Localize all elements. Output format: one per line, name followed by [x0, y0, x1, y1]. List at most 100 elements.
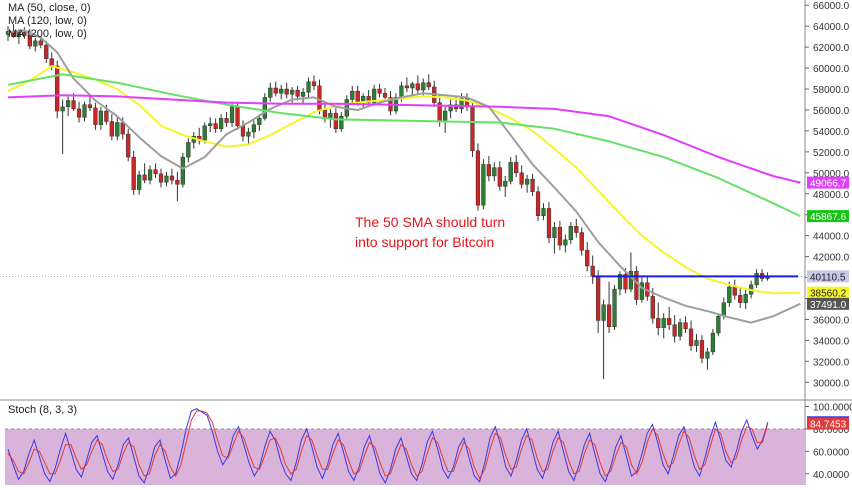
- candle-up: [481, 164, 486, 206]
- candle-down: [44, 44, 49, 59]
- price-tick-label: 56000.0: [813, 106, 850, 117]
- moving-average-line-2: [7, 73, 801, 218]
- price-tick-label: 36000.0: [813, 315, 850, 326]
- candle-up: [524, 178, 530, 185]
- candle-down: [475, 150, 481, 206]
- price-tick-label: 62000.0: [813, 43, 850, 54]
- candle-up: [601, 304, 606, 321]
- candle-up: [202, 125, 207, 141]
- price-tick-label: 52000.0: [813, 148, 850, 159]
- candle-up: [328, 112, 333, 119]
- candle-up: [399, 85, 404, 98]
- candle-up: [180, 156, 185, 185]
- stoch-marker-box: [807, 417, 849, 430]
- candle-down: [732, 286, 737, 296]
- candle-down: [224, 118, 229, 123]
- price-tick-label: 64000.0: [813, 22, 850, 33]
- candle-up: [410, 83, 415, 89]
- candle-up: [661, 318, 666, 329]
- candle-down: [688, 328, 694, 346]
- candle-down: [71, 100, 76, 110]
- candle-up: [147, 169, 153, 181]
- price-marker-label: 45867.6: [810, 212, 847, 223]
- candles-group: [5, 24, 770, 380]
- candle-up: [568, 226, 573, 241]
- price-tick-label: 44000.0: [813, 232, 850, 243]
- candle-up: [743, 294, 748, 303]
- candle-up: [705, 351, 710, 359]
- candle-down: [519, 172, 524, 185]
- candle-down: [22, 32, 27, 36]
- price-marker-box: [807, 176, 849, 189]
- candle-up: [208, 123, 213, 126]
- candle-down: [366, 96, 371, 103]
- candle-up: [339, 116, 344, 130]
- candle-up: [421, 82, 426, 91]
- candle-down: [590, 265, 595, 277]
- candle-up: [306, 81, 311, 93]
- candle-down: [650, 296, 655, 319]
- candle-down: [295, 89, 300, 97]
- candle-down: [131, 156, 136, 190]
- stoch-line-0: [7, 408, 769, 484]
- candle-up: [115, 122, 120, 137]
- candle-down: [142, 174, 147, 181]
- price-marker-label: 37491.0: [810, 300, 847, 311]
- candle-down: [667, 318, 672, 325]
- candle-up: [552, 227, 557, 238]
- candle-down: [382, 93, 388, 98]
- candle-down: [169, 175, 175, 181]
- candle-up: [563, 239, 568, 246]
- candle-down: [585, 250, 590, 267]
- candle-down: [415, 83, 420, 91]
- candle-down: [317, 85, 322, 111]
- price-marker-box: [807, 297, 849, 310]
- candle-up: [300, 91, 306, 97]
- candle-down: [126, 133, 131, 158]
- candle-down: [606, 304, 612, 327]
- legend-ma120: MA (120, low, 0): [8, 15, 87, 27]
- candle-up: [371, 88, 377, 103]
- candle-up: [694, 340, 699, 346]
- candle-up: [268, 87, 273, 98]
- candle-down: [738, 295, 743, 303]
- candle-down: [355, 90, 360, 102]
- candle-down: [93, 107, 98, 125]
- price-tick-label: 48000.0: [813, 190, 850, 201]
- stoch-line-1: [7, 410, 769, 480]
- candle-down: [672, 324, 677, 337]
- candle-down: [514, 162, 519, 174]
- candle-up: [508, 162, 513, 182]
- candle-up: [754, 273, 759, 286]
- candle-up: [82, 104, 87, 118]
- annotation-text: The 50 SMA should turn into support for …: [355, 212, 555, 252]
- price-tick-label: 30000.0: [813, 378, 850, 389]
- candle-up: [612, 288, 617, 327]
- candle-up: [98, 110, 104, 125]
- candle-up: [617, 274, 623, 290]
- candle-down: [235, 106, 240, 126]
- candle-up: [677, 322, 683, 337]
- candle-down: [470, 106, 475, 152]
- candle-up: [229, 106, 235, 123]
- candle-up: [262, 97, 267, 119]
- candle-up: [710, 332, 716, 353]
- candle-down: [426, 82, 431, 88]
- legend-ma50: MA (50, close, 0): [8, 2, 91, 14]
- annotation-line-1: The 50 SMA should turn: [355, 214, 506, 230]
- candle-up: [639, 282, 644, 300]
- candle-up: [186, 142, 191, 158]
- candle-up: [716, 316, 721, 334]
- candle-down: [55, 65, 60, 112]
- candle-up: [257, 118, 262, 125]
- candle-up: [443, 110, 448, 122]
- candle-down: [76, 108, 82, 118]
- candle-down: [530, 178, 535, 192]
- stoch-tick-label: 80.0000: [813, 425, 850, 436]
- candle-down: [377, 88, 382, 94]
- price-tick-label: 32000.0: [813, 357, 850, 368]
- price-marker-label: 49066.7: [810, 179, 847, 190]
- candle-up: [290, 89, 295, 95]
- candle-down: [311, 81, 317, 87]
